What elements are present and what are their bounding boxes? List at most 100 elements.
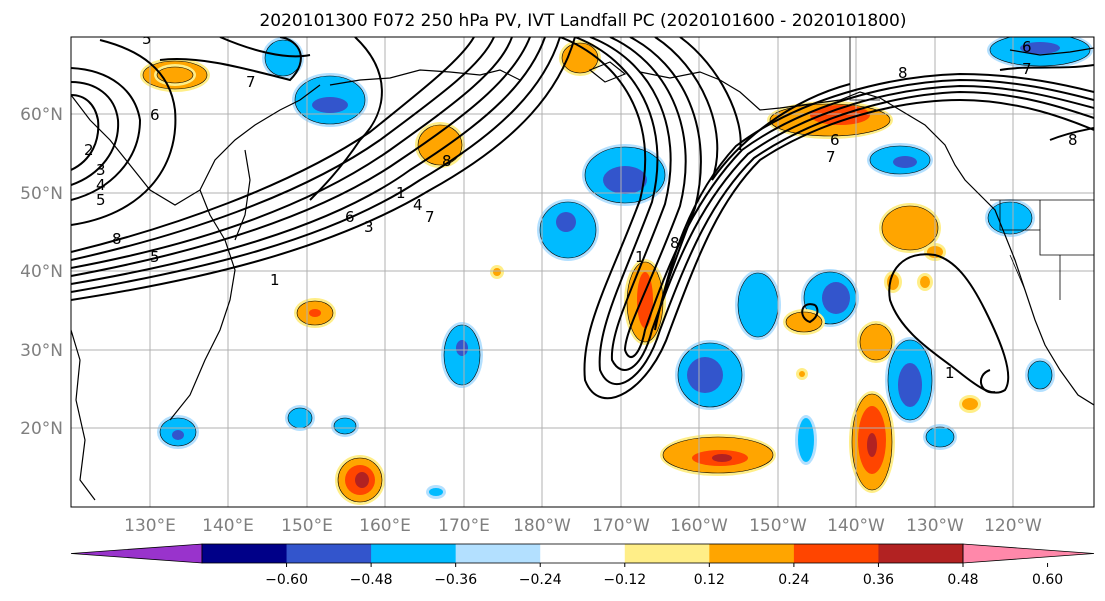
ivt-shade-region — [1020, 42, 1060, 54]
colorbar-tick-label: 0.60 — [1032, 572, 1063, 588]
contour-label: 7 — [1022, 60, 1032, 78]
map-frame — [70, 36, 1095, 508]
colorbar-tick-label: 0.12 — [694, 572, 725, 588]
contour-label: 3 — [96, 161, 106, 179]
ivt-shade-region — [737, 272, 779, 338]
colorbar-tick-label: −0.60 — [265, 572, 308, 588]
lon-tick-label: 130°W — [906, 516, 964, 536]
colorbar-tick-label: 0.24 — [778, 572, 809, 588]
ivt-shade-region — [925, 426, 955, 448]
lon-tick-label: 180°W — [513, 516, 571, 536]
ivt-shading — [140, 37, 1093, 505]
colorbar-tick-label: −0.24 — [519, 572, 562, 588]
ivt-shade-region — [1027, 360, 1053, 390]
contour-label: 8 — [1068, 131, 1078, 149]
ivt-shade-region — [859, 323, 893, 361]
contour-label: 7 — [425, 208, 435, 226]
ivt-shade-region — [355, 472, 369, 488]
colorbar-tick-label: −0.48 — [350, 572, 393, 588]
colorbar-extend-max — [962, 543, 1095, 564]
colorbar-segment — [286, 544, 372, 563]
ivt-shade-region — [898, 363, 922, 407]
lat-tick-label: 40°N — [20, 262, 63, 282]
colorbar-segment — [540, 544, 626, 563]
colorbar-segment — [371, 544, 457, 563]
contour-label: 6 — [1022, 38, 1032, 56]
lon-tick-label: 160°E — [359, 516, 411, 536]
lon-tick-label: 150°E — [281, 516, 333, 536]
ivt-shade-region — [785, 311, 823, 333]
lat-tick-label: 20°N — [20, 419, 63, 439]
contour-label: 7 — [246, 73, 256, 91]
ivt-shade-region — [637, 272, 653, 328]
ivt-shade-region — [312, 97, 348, 113]
contour-label: 8 — [442, 152, 452, 170]
colorbar: −0.60 −0.48 −0.36 −0.24 −0.12 0.12 0.24 0.36 0.4… — [70, 543, 1095, 588]
colorbar-extend-min — [70, 543, 203, 564]
lon-tick-label: 150°W — [749, 516, 807, 536]
ivt-shade-region — [456, 340, 468, 356]
ivt-shade-region — [603, 166, 647, 194]
contour-label: 4 — [96, 176, 106, 194]
contour-label: 6 — [830, 131, 840, 149]
contour-label: 3 — [364, 218, 374, 236]
coastlines — [71, 37, 1094, 501]
contour-label: 8 — [112, 230, 122, 248]
ivt-shade-region — [881, 205, 939, 251]
contour-label: 2 — [84, 141, 94, 159]
ivt-shade-region — [822, 282, 850, 314]
latitude-labels: 20°N 30°N 40°N 50°N 60°N — [20, 105, 63, 439]
contour-label: 1 — [396, 184, 406, 202]
lon-tick-label: 130°E — [124, 516, 176, 536]
ivt-shade-region — [429, 488, 443, 496]
contour-label: 1 — [270, 271, 280, 289]
colorbar-segment — [455, 544, 541, 563]
lon-tick-label: 140°E — [202, 516, 254, 536]
ivt-shade-region — [172, 430, 184, 440]
colorbar-tick-label: −0.12 — [603, 572, 646, 588]
colorbar-tick-label: 0.48 — [947, 572, 978, 588]
lon-tick-label: 140°W — [827, 516, 885, 536]
contour-label: 8 — [898, 64, 908, 82]
colorbar-outline — [201, 543, 964, 564]
lat-tick-label: 60°N — [20, 105, 63, 125]
contour-label: 4 — [413, 196, 423, 214]
ivt-shade-region — [417, 124, 463, 166]
contour-label: 6 — [150, 106, 160, 124]
ivt-shade-region — [867, 433, 877, 457]
ivt-shade-region — [493, 268, 501, 276]
figure-title: 2020101300 F072 250 hPa PV, IVT Landfall… — [259, 11, 906, 31]
contour-label: 5 — [142, 30, 152, 48]
map-area — [71, 37, 1094, 507]
ivt-shade-region — [920, 276, 930, 288]
ivt-shade-region — [556, 212, 576, 232]
lon-tick-label: 160°W — [670, 516, 728, 536]
gridlines — [71, 37, 1094, 507]
pv-contours — [71, 37, 1094, 400]
lat-tick-label: 50°N — [20, 184, 63, 204]
ivt-shade-region — [156, 66, 194, 84]
ivt-shade-region — [798, 418, 814, 462]
longitude-labels: 130°E 140°E 150°E 160°E 170°E 180°W 170°W 160°W… — [124, 516, 1042, 536]
ivt-shade-region — [333, 417, 357, 435]
colorbar-segment — [202, 544, 288, 563]
ivt-shade-region — [712, 454, 732, 462]
contour-label-group: 1 1 1 1 2 3 3 4 4 5 5 5 6 6 6 6 7 7 7 7 … — [84, 30, 1078, 382]
ivt-shade-region — [893, 156, 917, 168]
contour-label: 8 — [670, 234, 680, 252]
ivt-shade-region — [962, 398, 978, 410]
colorbar-segment — [624, 544, 710, 563]
lat-tick-label: 30°N — [20, 341, 63, 361]
lon-tick-label: 170°W — [592, 516, 650, 536]
contour-label: 1 — [635, 248, 645, 266]
colorbar-segment — [709, 544, 795, 563]
colorbar-tick-label: −0.36 — [434, 572, 477, 588]
colorbar-segment — [793, 544, 879, 563]
contour-label: 1 — [945, 364, 955, 382]
colorbar-segment — [878, 544, 964, 563]
contour-label: 5 — [96, 191, 106, 209]
ivt-shade-region — [687, 357, 723, 393]
lon-tick-label: 120°W — [984, 516, 1042, 536]
ivt-shade-region — [287, 407, 313, 429]
